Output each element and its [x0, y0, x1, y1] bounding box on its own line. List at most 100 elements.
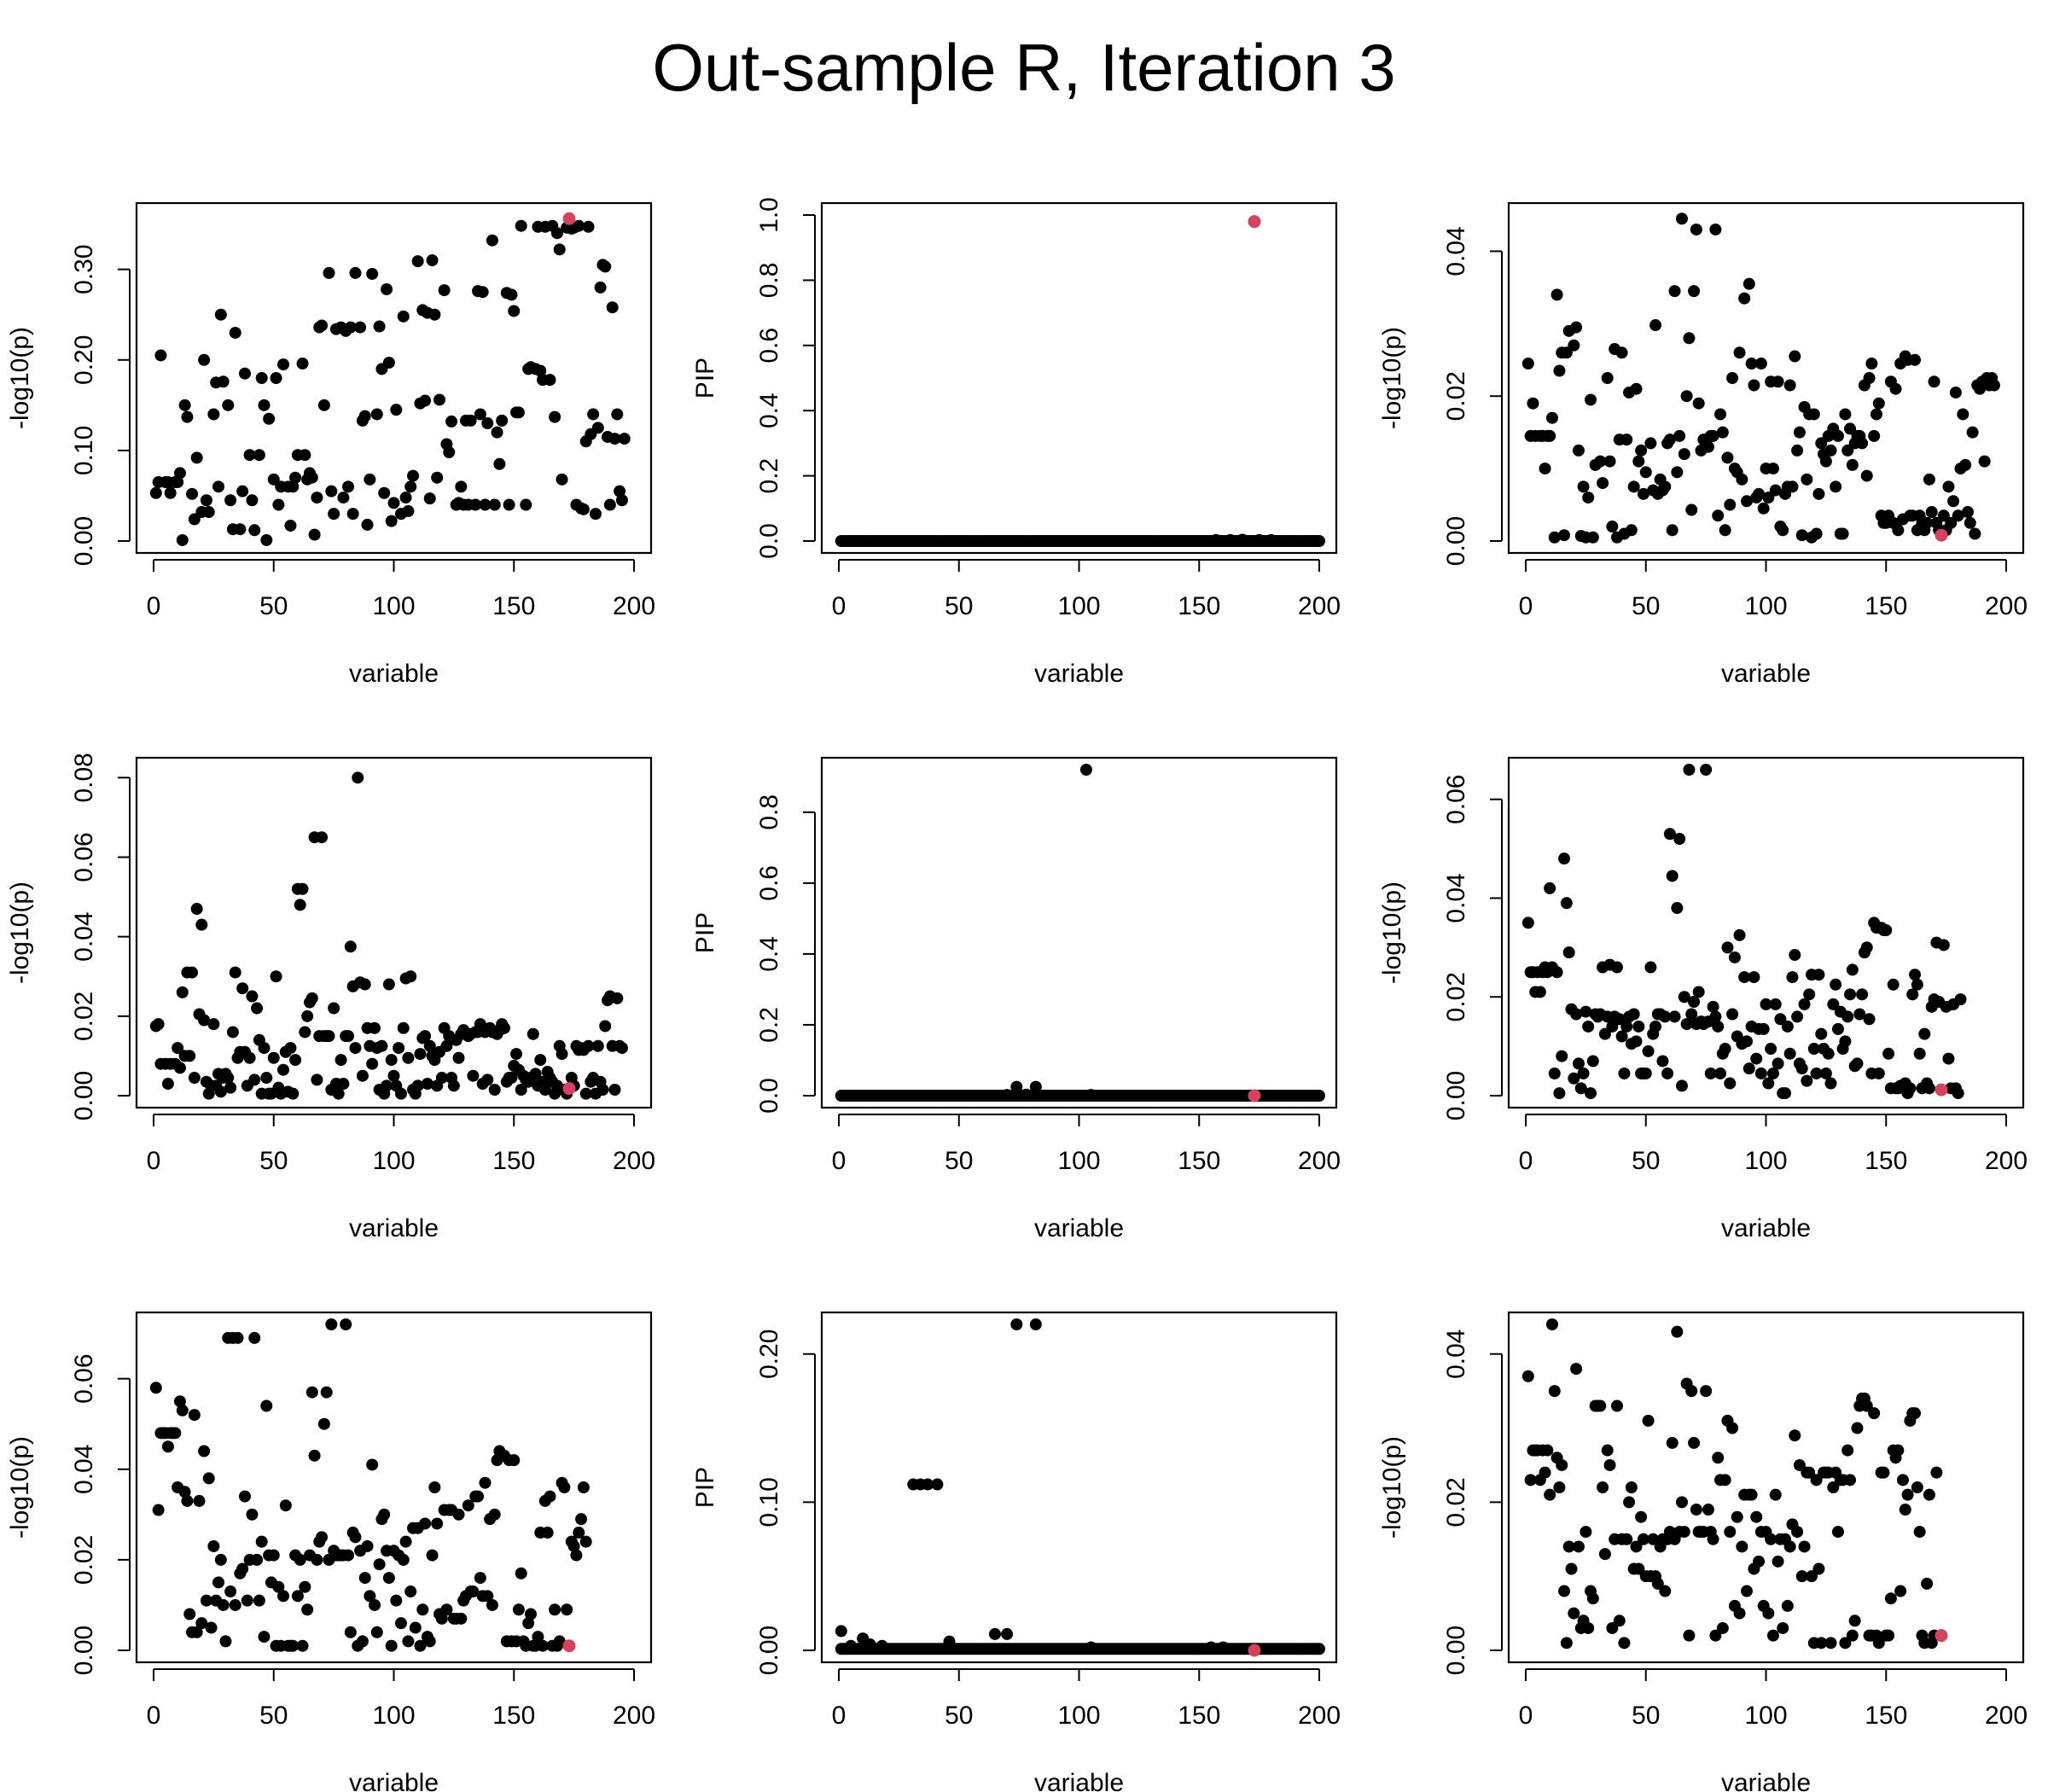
data-point	[1582, 492, 1595, 504]
data-point	[1671, 1325, 1684, 1338]
data-point	[1671, 902, 1684, 915]
data-point	[226, 1026, 239, 1039]
data-point	[573, 1527, 585, 1539]
data-point	[1663, 433, 1676, 446]
data-point	[1841, 1444, 1854, 1457]
y-tick-label: 0.20	[70, 335, 98, 385]
y-axis-title: -log10(p)	[6, 327, 34, 429]
data-point	[272, 498, 285, 511]
data-point	[387, 497, 400, 509]
data-point	[537, 1639, 550, 1652]
y-axis-title: -log10(p)	[1378, 1436, 1406, 1539]
data-point	[481, 417, 494, 430]
data-point	[497, 1021, 510, 1034]
data-point	[178, 399, 191, 411]
data-point	[1712, 1452, 1725, 1464]
data-point	[1010, 1080, 1023, 1093]
data-point	[1675, 212, 1688, 225]
data-point	[1856, 988, 1869, 1001]
data-point	[1539, 463, 1551, 475]
data-point	[1937, 939, 1950, 951]
data-point	[1683, 1629, 1696, 1642]
data-point	[1544, 1488, 1556, 1501]
data-point	[152, 1018, 165, 1031]
data-point	[1789, 949, 1801, 962]
data-point	[198, 1445, 211, 1457]
data-point	[1586, 1055, 1599, 1068]
data-point	[1668, 1010, 1681, 1023]
data-point	[488, 1084, 501, 1097]
y-tick-label: 0.04	[70, 911, 98, 961]
data-point	[435, 1612, 448, 1625]
data-point	[1728, 951, 1741, 963]
data-point	[382, 978, 395, 991]
data-point	[1789, 350, 1801, 363]
x-axis-title: variable	[1034, 1214, 1124, 1242]
data-point	[1020, 1088, 1033, 1101]
data-point	[1839, 408, 1852, 421]
data-point	[1762, 1607, 1775, 1620]
data-point	[149, 486, 162, 499]
data-point	[1762, 492, 1775, 504]
x-tick-label: 100	[372, 592, 415, 620]
data-point	[1205, 1641, 1218, 1654]
data-point	[1692, 397, 1705, 410]
data-point	[1690, 1504, 1702, 1516]
data-point	[1745, 1488, 1758, 1501]
data-point	[1632, 455, 1645, 468]
data-point	[188, 1072, 201, 1085]
data-point	[922, 1478, 934, 1491]
data-point	[277, 1063, 290, 1076]
data-point	[1918, 1027, 1931, 1040]
panel-3: 0 50 100 150 200 0.00 0.02 0.04 variable -log10(p…	[1378, 201, 2028, 688]
plot-frame	[820, 756, 1338, 1109]
data-point	[1740, 1035, 1753, 1048]
data-point	[382, 356, 395, 369]
data-point	[1639, 466, 1652, 479]
data-point	[549, 1603, 561, 1616]
data-point	[452, 1051, 465, 1064]
data-point	[1574, 1082, 1587, 1095]
data-point	[1721, 941, 1734, 954]
data-point	[198, 353, 211, 366]
data-point	[1795, 1570, 1808, 1583]
data-point	[243, 449, 256, 462]
y-tick-label: 0.0	[755, 523, 783, 559]
data-point	[198, 1014, 211, 1027]
data-point	[1544, 429, 1556, 442]
data-point	[305, 1386, 318, 1399]
data-point	[1909, 1407, 1922, 1420]
data-point	[1810, 527, 1823, 540]
data-point	[272, 1580, 285, 1593]
data-point	[1661, 1067, 1674, 1079]
data-point	[246, 1508, 259, 1521]
highlight-point	[1935, 1083, 1948, 1097]
data-point	[476, 286, 489, 299]
data-point	[508, 305, 521, 317]
data-point	[464, 414, 477, 427]
data-point	[241, 1594, 253, 1607]
y-tick-label: 0.8	[755, 794, 783, 830]
x-tick-label: 0	[832, 592, 847, 620]
data-point	[1892, 1444, 1905, 1457]
data-point	[1954, 993, 1967, 1006]
y-tick-label: 0.08	[70, 753, 98, 802]
data-point	[255, 1535, 268, 1548]
data-point	[296, 882, 309, 895]
data-point	[614, 485, 626, 497]
data-point	[231, 1331, 244, 1344]
data-point	[173, 1062, 186, 1074]
data-point	[1688, 285, 1701, 298]
data-point	[368, 1598, 381, 1611]
data-point	[1740, 1585, 1753, 1597]
data-point	[594, 281, 607, 294]
data-point	[1884, 1592, 1897, 1605]
data-point	[176, 986, 189, 998]
x-tick-label: 50	[259, 592, 288, 620]
data-point	[1625, 1481, 1638, 1493]
data-point	[1812, 969, 1825, 981]
data-point	[1848, 1615, 1861, 1627]
data-point	[1721, 451, 1734, 464]
data-point	[152, 1504, 165, 1516]
x-tick-label: 150	[492, 1702, 535, 1730]
